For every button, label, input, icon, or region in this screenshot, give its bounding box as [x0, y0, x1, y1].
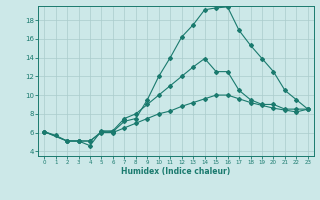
X-axis label: Humidex (Indice chaleur): Humidex (Indice chaleur) — [121, 167, 231, 176]
